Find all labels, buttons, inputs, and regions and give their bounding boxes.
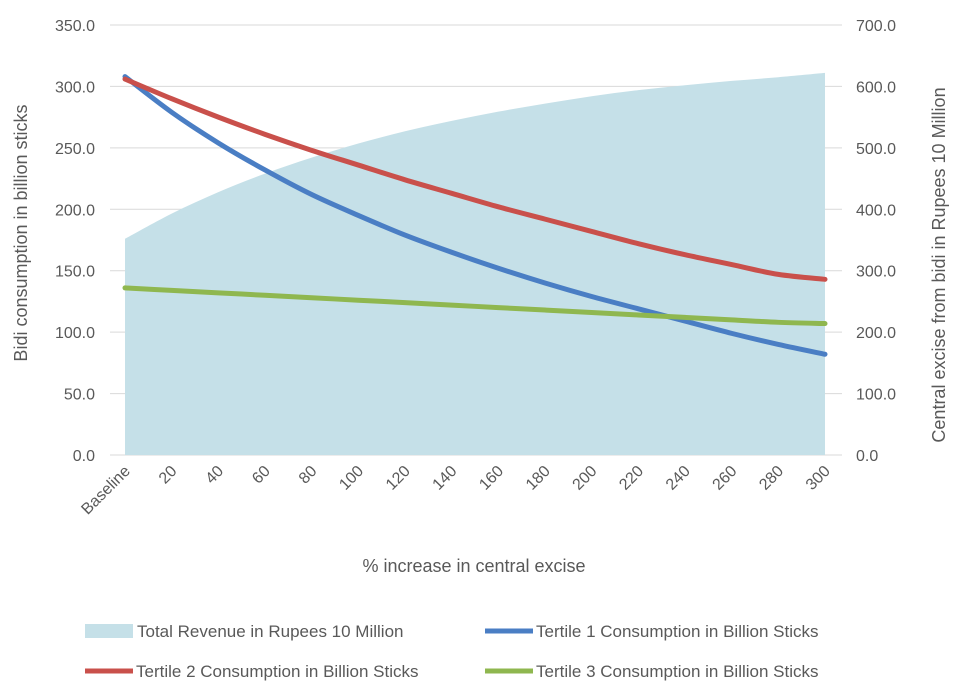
right-tick-label: 600.0	[856, 79, 896, 96]
left-tick-label: 350.0	[55, 18, 95, 35]
line-tertile-3	[122, 285, 828, 327]
right-tick-label: 0.0	[856, 448, 878, 465]
left-tick-label: 300.0	[55, 79, 95, 96]
right-tick-label: 500.0	[856, 141, 896, 158]
x-tick-label: 240	[663, 463, 694, 494]
x-tick-label: 220	[616, 463, 647, 494]
right-y-axis-ticks: 0.0 100.0 200.0 300.0 400.0 500.0 600.0 700.0	[856, 18, 896, 465]
x-tick-label: 160	[476, 463, 507, 494]
right-tick-label: 700.0	[856, 18, 896, 35]
area-series-layer	[125, 72, 825, 456]
x-tick-label: Baseline	[78, 463, 133, 518]
line-series-layer	[122, 74, 828, 357]
legend-label-tertile-1: Tertile 1 Consumption in Billion Sticks	[536, 622, 819, 641]
right-y-axis-title: Central excise from bidi in Rupees 10 Mi…	[929, 87, 949, 442]
right-tick-label: 400.0	[856, 202, 896, 219]
x-tick-label: 40	[203, 463, 228, 488]
left-tick-label: 150.0	[55, 264, 95, 281]
left-tick-label: 50.0	[64, 387, 95, 404]
x-axis-ticks: Baseline 20 40 60 80 100 120 140 160 180 200 220 240…	[78, 463, 833, 518]
right-tick-label: 200.0	[856, 325, 896, 342]
left-tick-label: 0.0	[73, 448, 95, 465]
x-tick-label: 260	[710, 463, 741, 494]
legend-label-tertile-2: Tertile 2 Consumption in Billion Sticks	[136, 662, 419, 681]
x-tick-label: 80	[296, 463, 321, 488]
legend: Total Revenue in Rupees 10 Million Terti…	[85, 622, 819, 681]
line-tertile-1	[122, 74, 828, 357]
legend-label-revenue: Total Revenue in Rupees 10 Million	[137, 622, 404, 641]
left-y-axis-ticks: 0.0 50.0 100.0 150.0 200.0 250.0 300.0 350.0	[55, 18, 95, 465]
right-tick-label: 300.0	[856, 264, 896, 281]
right-tick-label: 100.0	[856, 387, 896, 404]
left-y-axis-title: Bidi consumption in billion sticks	[11, 104, 31, 361]
left-tick-label: 200.0	[55, 202, 95, 219]
x-tick-label: 120	[383, 463, 414, 494]
x-tick-label: 140	[430, 463, 461, 494]
x-tick-label: 100	[336, 463, 367, 494]
x-tick-label: 60	[249, 463, 274, 488]
left-tick-label: 100.0	[55, 325, 95, 342]
legend-label-tertile-3: Tertile 3 Consumption in Billion Sticks	[536, 662, 819, 681]
legend-swatch-revenue	[85, 624, 133, 638]
line-tertile-2	[122, 76, 828, 282]
left-tick-label: 250.0	[55, 141, 95, 158]
x-tick-label: 200	[570, 463, 601, 494]
x-tick-label: 280	[756, 463, 787, 494]
area-revenue	[125, 72, 825, 456]
x-tick-label: 180	[523, 463, 554, 494]
x-tick-label: 300	[803, 463, 834, 494]
x-tick-label: 20	[156, 463, 181, 488]
x-axis-title: % increase in central excise	[362, 556, 585, 576]
